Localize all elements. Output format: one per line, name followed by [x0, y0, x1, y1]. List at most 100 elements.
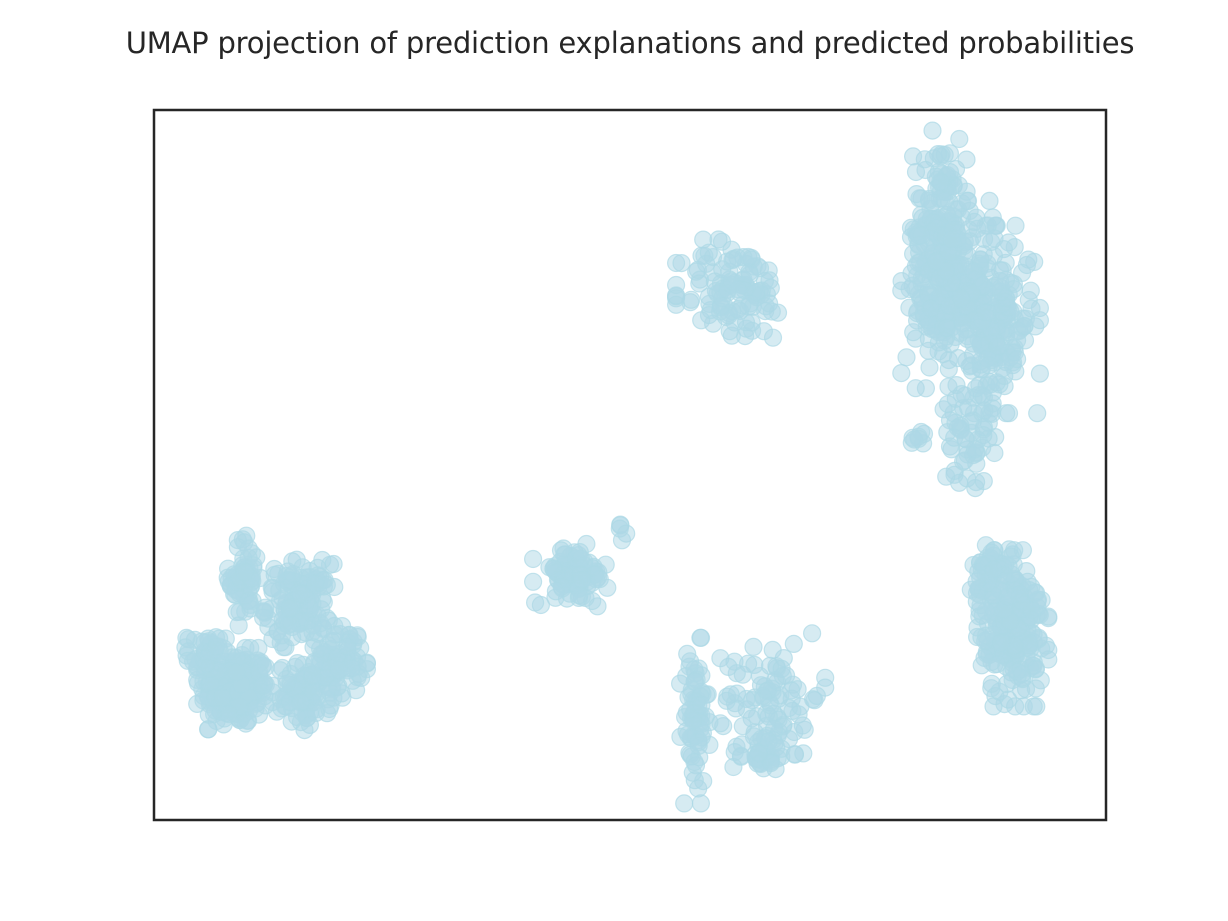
- scatter-point: [239, 539, 258, 558]
- scatter-point: [991, 633, 1011, 652]
- scatter-point: [280, 599, 299, 618]
- scatter-point: [546, 582, 566, 601]
- scatter-point: [675, 794, 694, 813]
- scatter-point: [761, 753, 780, 773]
- chart-title: UMAP projection of prediction explanatio…: [125, 26, 1135, 60]
- scatter-point: [956, 386, 975, 405]
- scatter-point: [1028, 404, 1047, 423]
- scatter-point: [1021, 281, 1040, 300]
- scatter-point: [929, 333, 949, 352]
- scatter-point: [711, 649, 730, 668]
- scatter-point: [338, 637, 357, 656]
- scatter-point: [523, 572, 543, 591]
- scatter-point: [1015, 317, 1034, 336]
- scatter-point: [779, 698, 798, 718]
- scatter-point: [990, 682, 1009, 701]
- scatter-point: [1022, 600, 1041, 620]
- scatter-point: [573, 570, 592, 589]
- scatter-point: [984, 560, 1003, 579]
- scatter-point: [311, 639, 330, 658]
- scatter-point: [199, 720, 218, 739]
- scatter-point: [952, 289, 971, 308]
- scatter-point: [1039, 607, 1058, 626]
- scatter-point: [357, 654, 376, 673]
- scatter-point: [966, 473, 986, 492]
- scatter-point: [784, 634, 803, 654]
- scatter-point: [756, 297, 775, 316]
- scatter-point: [912, 226, 931, 245]
- scatter-point: [900, 279, 919, 299]
- scatter-point: [325, 625, 345, 644]
- scatter-point: [802, 624, 822, 643]
- scatter-point: [991, 282, 1010, 301]
- scatter-point: [1030, 298, 1050, 318]
- scatter-point: [956, 430, 976, 449]
- scatter-point: [689, 733, 708, 752]
- scatter-point: [744, 637, 763, 657]
- scatter-point: [976, 303, 995, 322]
- scatter-point: [1012, 664, 1032, 684]
- scatter-point: [525, 593, 545, 612]
- scatter-point: [348, 626, 367, 645]
- scatter-point: [935, 191, 954, 210]
- scatter-point: [807, 686, 827, 706]
- scatter-point: [937, 467, 956, 486]
- scatter-point: [972, 656, 991, 675]
- scatter-point: [963, 345, 983, 365]
- scatter-point: [678, 644, 697, 664]
- scatter-point: [571, 549, 591, 568]
- scatter-point: [953, 314, 972, 333]
- scatter-point: [967, 572, 986, 591]
- scatter-point: [288, 653, 307, 673]
- scatter-point: [670, 674, 690, 693]
- scatter-point: [793, 716, 812, 735]
- scatter-point: [776, 666, 796, 685]
- scatter-point: [903, 147, 923, 166]
- scatter-point: [1006, 216, 1025, 235]
- scatter-point: [939, 351, 958, 370]
- scatter-point: [1007, 350, 1027, 369]
- scatter-point: [227, 663, 246, 682]
- scatter-point: [188, 694, 207, 714]
- scatter-point: [544, 559, 563, 579]
- scatter-point: [733, 665, 752, 684]
- scatter-point: [303, 665, 322, 685]
- scatter-point: [721, 685, 740, 704]
- scatter-point: [279, 615, 298, 635]
- scatter-point: [976, 631, 995, 651]
- scatter-point: [995, 366, 1014, 385]
- scatter-point: [691, 628, 711, 647]
- scatter-point: [590, 569, 609, 589]
- scatter-point: [1030, 364, 1050, 383]
- scatter-point: [303, 616, 322, 635]
- scatter-point: [666, 286, 686, 305]
- plot-frame: [152, 108, 1108, 822]
- scatter-point: [987, 654, 1007, 674]
- scatter-point: [923, 121, 942, 140]
- scatter-point: [329, 660, 348, 679]
- scatter-point: [942, 230, 961, 249]
- scatter-point: [288, 707, 307, 727]
- scatter-point: [744, 727, 764, 746]
- scatter-point: [920, 358, 939, 377]
- scatter-point: [921, 299, 941, 318]
- scatter-point: [235, 563, 254, 582]
- scatter-point: [928, 145, 948, 164]
- scatter-point: [900, 298, 919, 317]
- scatter-point: [999, 404, 1019, 423]
- scatter-point: [903, 428, 922, 447]
- scatter-point: [950, 129, 969, 149]
- scatter-point: [767, 738, 786, 757]
- scatter-point: [985, 229, 1004, 248]
- scatter-point: [980, 191, 999, 210]
- scatter-point: [324, 554, 343, 574]
- scatter-point: [207, 637, 226, 656]
- scatter-point: [284, 564, 303, 584]
- scatter-point: [306, 573, 325, 593]
- scatter-point: [906, 379, 925, 398]
- scatter-point: [729, 280, 748, 299]
- scatter-point: [672, 254, 691, 273]
- scatter-point: [897, 348, 916, 367]
- scatter-point: [737, 319, 756, 338]
